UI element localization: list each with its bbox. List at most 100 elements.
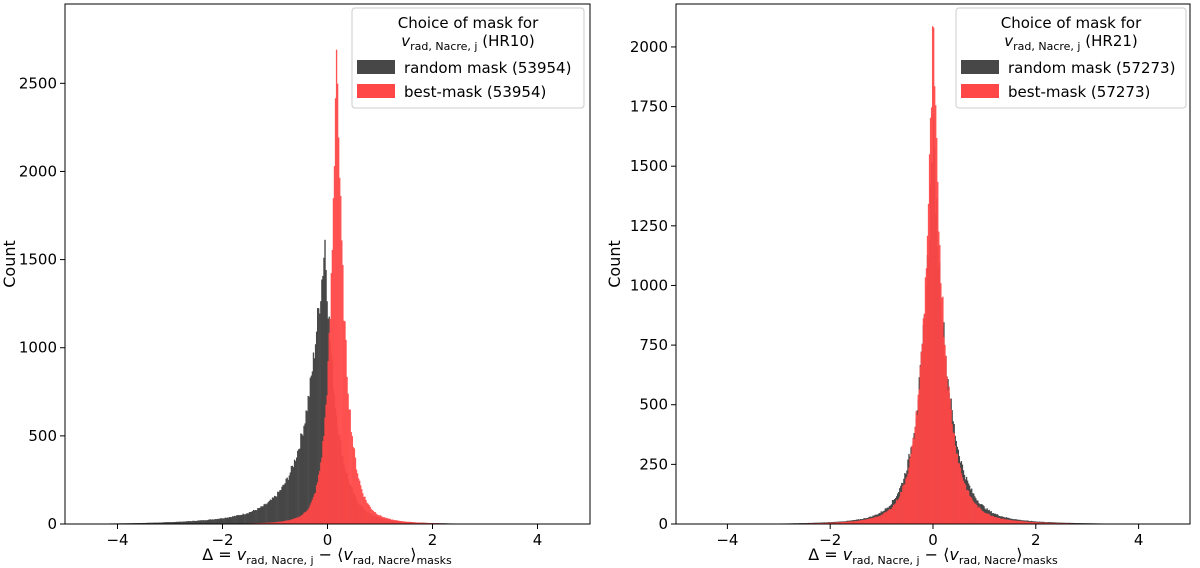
- histogram-bar: [956, 453, 958, 524]
- histogram-bar: [338, 137, 340, 524]
- histogram-bar: [357, 478, 360, 524]
- histogram-bar: [930, 107, 933, 524]
- histogram-bar: [934, 86, 936, 524]
- histogram-bar: [176, 521, 178, 524]
- histogram-bar: [419, 522, 422, 524]
- histogram-bar: [386, 517, 388, 524]
- histogram-bar: [908, 467, 910, 524]
- histogram-bar: [1024, 521, 1026, 524]
- histogram-bar: [307, 395, 309, 524]
- histogram-bar: [1053, 522, 1055, 524]
- histogram-bar: [823, 522, 825, 524]
- histogram-bar: [348, 409, 350, 524]
- histogram-bar: [270, 499, 273, 524]
- histogram-bar: [276, 521, 278, 524]
- histogram-bar: [208, 519, 211, 524]
- y-tick: 750: [639, 336, 676, 354]
- histogram-bar: [372, 510, 374, 524]
- histogram-bar: [1033, 522, 1036, 524]
- histogram-bar: [280, 490, 282, 524]
- histogram-bar: [1007, 519, 1009, 524]
- histogram-bar: [406, 521, 408, 524]
- histogram-bar: [914, 427, 916, 524]
- histogram-bar: [1041, 522, 1044, 524]
- histogram-bar: [948, 386, 950, 524]
- histogram-bar: [907, 473, 909, 524]
- histogram-bar: [414, 522, 416, 524]
- histogram-bar: [173, 522, 175, 524]
- x-tick: 0: [323, 524, 332, 549]
- histogram-bar: [239, 515, 241, 524]
- histogram-bar: [868, 518, 870, 524]
- histogram-bar: [355, 469, 358, 524]
- histogram-bar: [851, 521, 854, 524]
- histogram-bar: [867, 519, 869, 524]
- x-ticks-right: −4 −2 0 2 4: [716, 524, 1143, 549]
- histogram-bar: [236, 515, 238, 524]
- histogram-bar: [829, 522, 831, 524]
- histogram-bar: [848, 521, 851, 524]
- x-tick: −4: [716, 524, 738, 549]
- histogram-bar: [836, 522, 838, 524]
- y-tick: 1500: [19, 251, 65, 269]
- histogram-bar: [315, 485, 318, 524]
- histogram-bar: [984, 513, 986, 524]
- histogram-bar: [304, 423, 306, 524]
- legend-label-best-left: best-mask (53954): [404, 83, 546, 101]
- histogram-bar: [206, 520, 209, 524]
- histogram-bar: [153, 522, 155, 524]
- histogram-bar: [345, 339, 347, 524]
- histogram-bar: [950, 409, 952, 524]
- histogram-bar: [999, 518, 1002, 524]
- histogram-bar: [917, 394, 919, 524]
- histogram-bar: [159, 522, 161, 524]
- histogram-bar: [901, 492, 903, 524]
- histogram-bar: [304, 512, 306, 524]
- histogram-bar: [404, 521, 406, 524]
- histogram-bar: [347, 393, 349, 524]
- histogram-bar: [921, 344, 924, 524]
- histogram-bar: [158, 522, 160, 524]
- histogram-bar: [238, 515, 240, 524]
- histogram-bar: [858, 520, 861, 524]
- histogram-bar: [968, 495, 971, 524]
- histogram-bar: [974, 503, 976, 524]
- histogram-bar: [154, 522, 156, 524]
- histogram-bar: [913, 439, 915, 524]
- histogram-bar: [166, 522, 169, 524]
- histogram-bar: [287, 479, 289, 524]
- y-tick: 0: [658, 515, 676, 533]
- histogram-bar: [391, 519, 393, 524]
- histogram-bar: [877, 516, 879, 524]
- histogram-bar: [275, 522, 277, 524]
- histogram-bar: [910, 453, 912, 524]
- histogram-bar: [424, 522, 426, 524]
- y-tick-label: 2000: [19, 162, 57, 180]
- histogram-bar: [288, 475, 290, 524]
- histogram-bar: [409, 521, 411, 524]
- histogram-bar: [164, 522, 167, 524]
- histogram-bar: [138, 522, 140, 524]
- histogram-bar: [411, 522, 413, 524]
- histogram-bar: [262, 522, 264, 524]
- histogram-bar: [929, 117, 932, 525]
- histogram-bar: [225, 517, 227, 524]
- histogram-bar: [850, 521, 853, 524]
- histogram-bar: [881, 514, 883, 524]
- y-axis-label-right: Count: [605, 240, 624, 288]
- histogram-bar: [175, 521, 177, 524]
- histogram-bar: [172, 522, 174, 524]
- histogram-bar: [151, 522, 153, 524]
- histogram-bar: [323, 257, 325, 524]
- histogram-bar: [267, 522, 269, 524]
- histogram-bar: [853, 521, 856, 524]
- histogram-bar: [1036, 522, 1039, 524]
- x-tick: 4: [1134, 524, 1143, 549]
- histogram-bar: [964, 484, 967, 524]
- histogram-bar: [869, 518, 871, 524]
- histogram-bar: [349, 409, 351, 524]
- histogram-bar: [167, 522, 170, 524]
- histogram-bar: [1018, 520, 1020, 524]
- x-tick: 0: [928, 524, 938, 549]
